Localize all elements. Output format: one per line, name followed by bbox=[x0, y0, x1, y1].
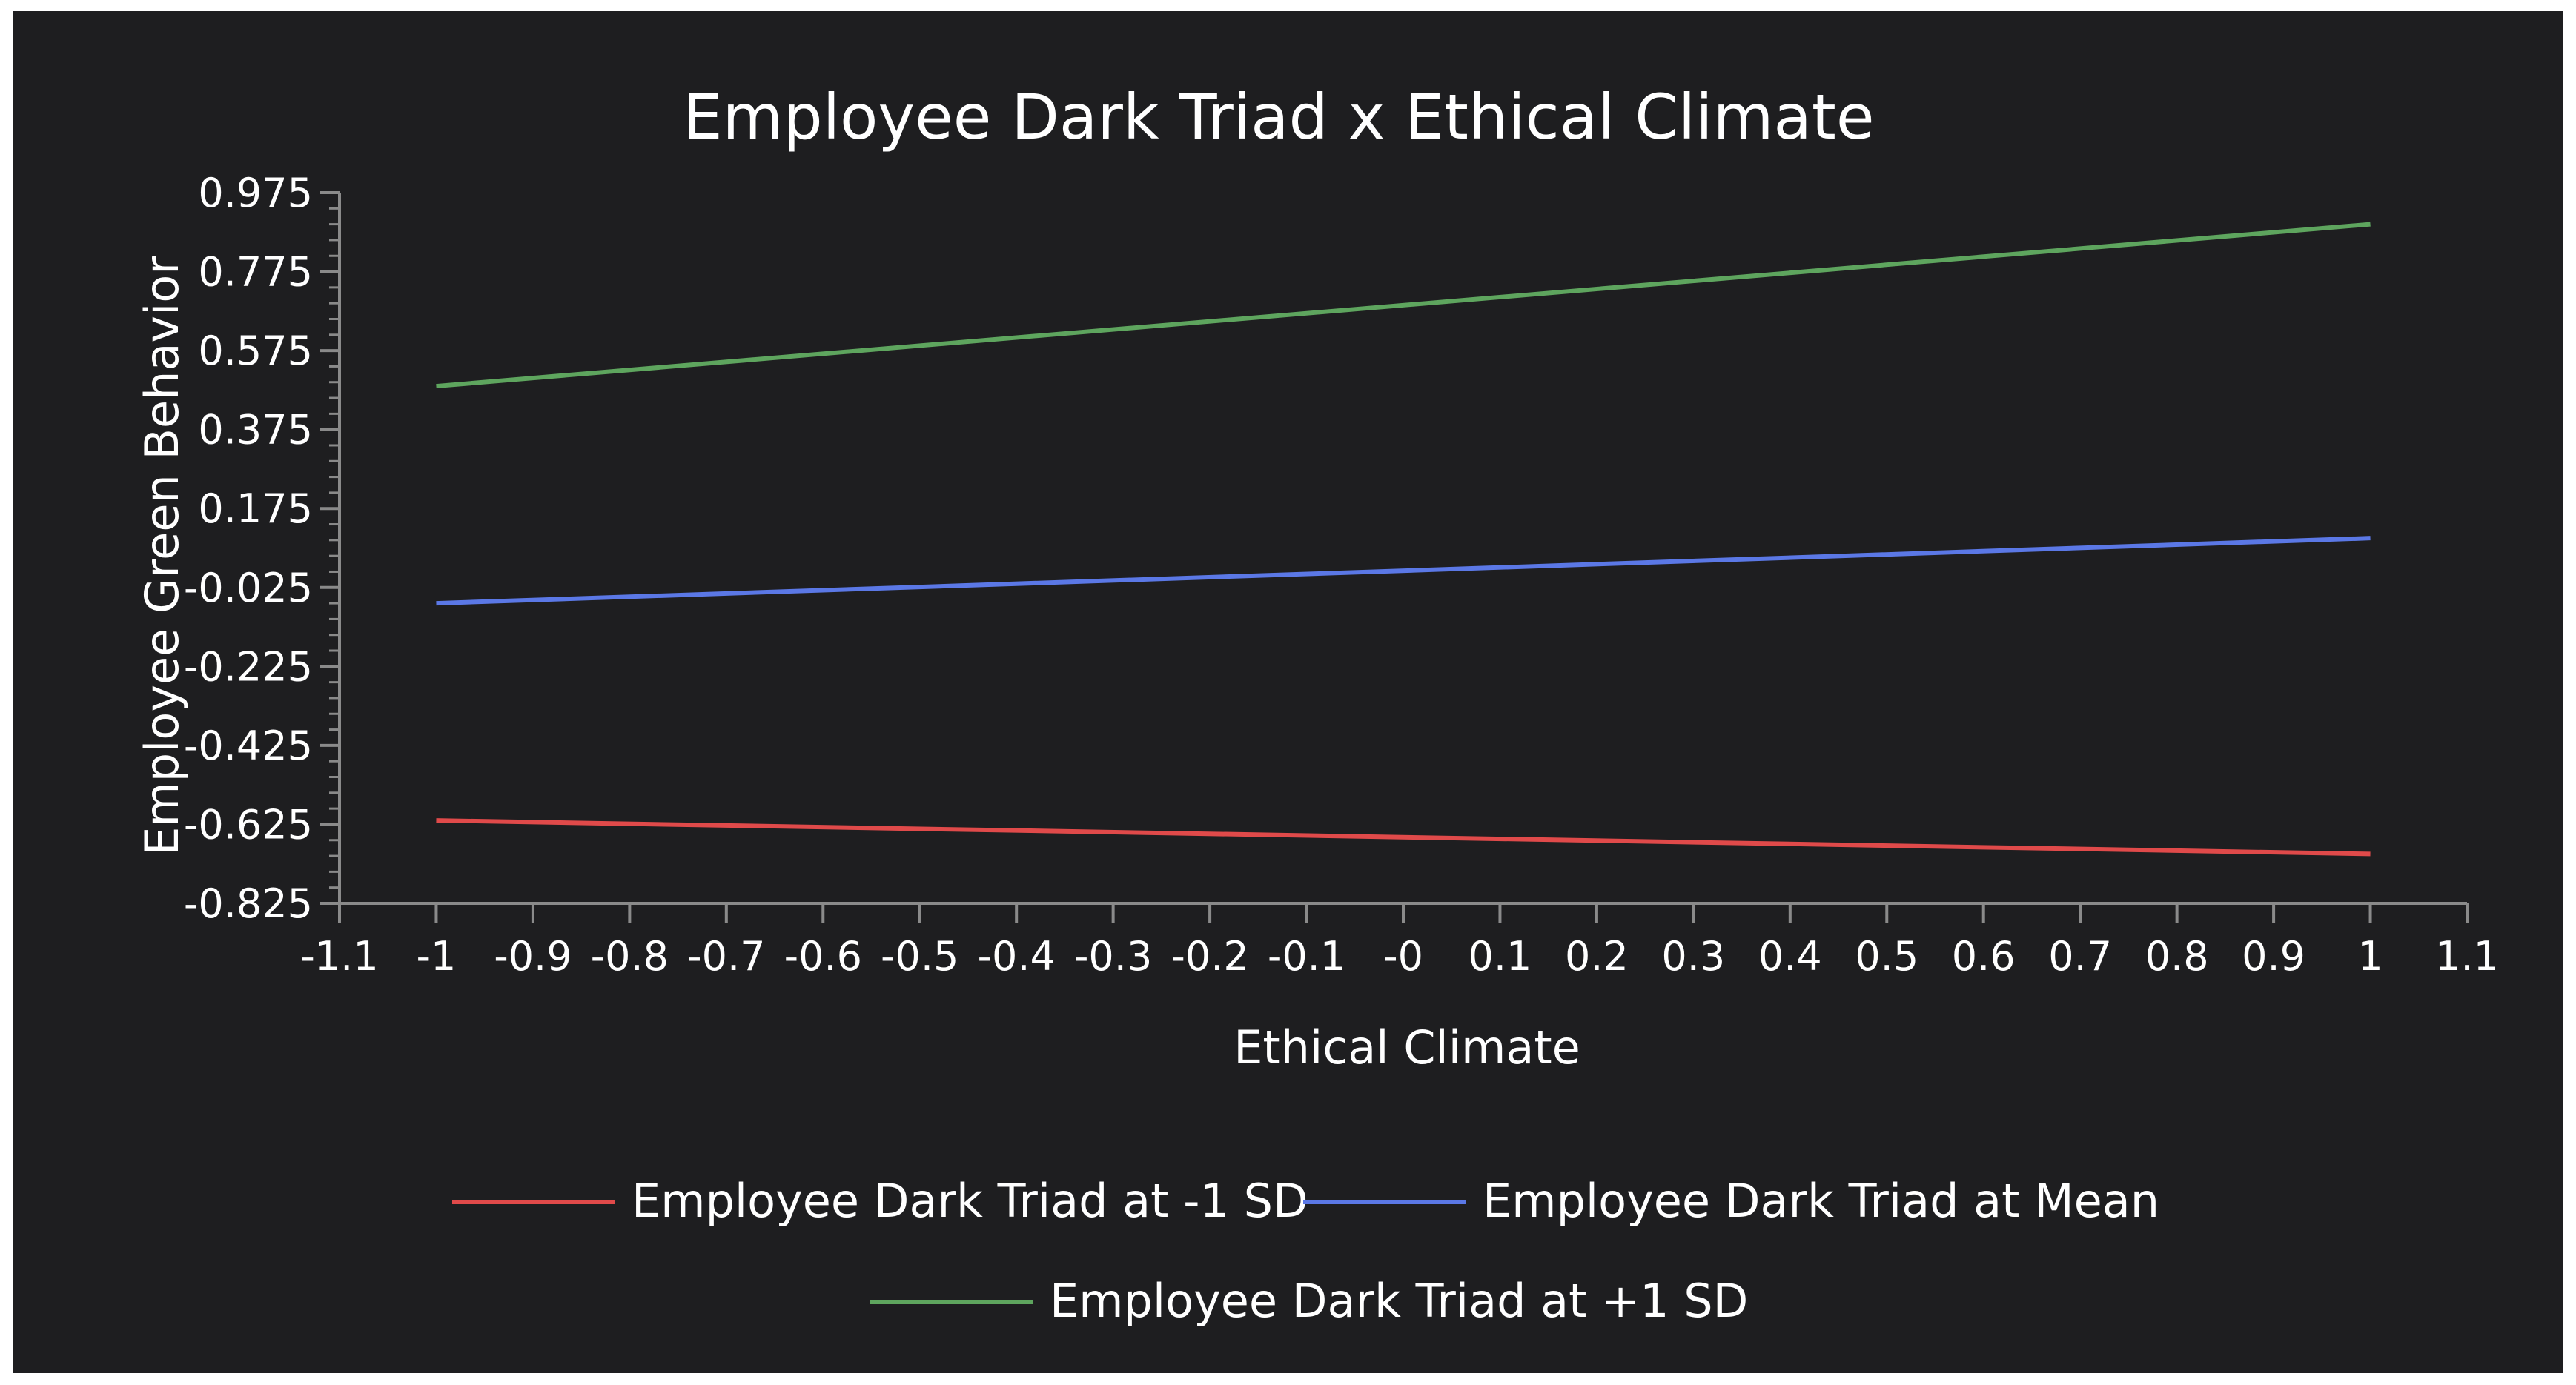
x-tick-label: -1.1 bbox=[300, 933, 378, 980]
y-tick-label: -0.825 bbox=[184, 880, 313, 927]
y-tick-label: 0.775 bbox=[198, 249, 313, 296]
chart-title: Employee Dark Triad x Ethical Climate bbox=[683, 81, 1874, 153]
x-tick-label: 0.4 bbox=[1758, 933, 1822, 980]
x-tick-label: -0.9 bbox=[494, 933, 572, 980]
x-axis-label: Ethical Climate bbox=[1234, 1020, 1580, 1075]
x-tick-label: -0.1 bbox=[1268, 933, 1345, 980]
chart-panel: Employee Dark Triad x Ethical Climate 0.… bbox=[13, 11, 2563, 1373]
legend: Employee Dark Triad at -1 SD Employee Dar… bbox=[452, 1174, 2159, 1328]
axes: 0.975 0.775 0.575 0.375 0.175 -0.025 -0.225 -0.… bbox=[184, 170, 2499, 980]
x-tick-label: 0.2 bbox=[1565, 933, 1629, 980]
legend-label-2: Employee Dark Triad at Mean bbox=[1483, 1174, 2159, 1228]
x-tick-label: -0.2 bbox=[1171, 933, 1248, 980]
y-tick-label: 0.375 bbox=[198, 407, 313, 454]
y-tick-label: -0.425 bbox=[184, 723, 313, 769]
line-chart: Employee Dark Triad x Ethical Climate 0.… bbox=[135, 81, 2499, 1328]
y-axis-label: Employee Green Behavior bbox=[135, 256, 189, 856]
x-tick-label: 0.5 bbox=[1855, 933, 1918, 980]
series-line-2 bbox=[436, 536, 2371, 606]
series-lines bbox=[436, 222, 2371, 857]
x-tick-label: -0.5 bbox=[881, 933, 958, 980]
legend-label-1: Employee Dark Triad at -1 SD bbox=[632, 1174, 1308, 1228]
y-tick-label: 0.175 bbox=[198, 485, 313, 532]
legend-label-3: Employee Dark Triad at +1 SD bbox=[1050, 1274, 1748, 1328]
y-tick-label: 0.575 bbox=[198, 328, 313, 374]
x-tick-label: 0.9 bbox=[2242, 933, 2305, 980]
x-tick-label: 0.1 bbox=[1469, 933, 1532, 980]
x-tick-label: -0.3 bbox=[1074, 933, 1152, 980]
series-line-3 bbox=[436, 222, 2371, 389]
x-tick-label: 1 bbox=[2357, 933, 2383, 980]
x-tick-label: -0 bbox=[1383, 933, 1423, 980]
y-tick-label: 0.975 bbox=[198, 170, 313, 216]
x-tick-label: 0.6 bbox=[1952, 933, 2016, 980]
x-tick-label: -0.8 bbox=[591, 933, 669, 980]
x-tick-label: -0.4 bbox=[977, 933, 1055, 980]
y-tick-label: -0.625 bbox=[184, 801, 313, 848]
y-tick-label: -0.225 bbox=[184, 643, 313, 690]
x-tick-label: 0.7 bbox=[2048, 933, 2112, 980]
x-tick-label: 0.3 bbox=[1661, 933, 1725, 980]
x-tick-label: -0.6 bbox=[784, 933, 862, 980]
x-tick-label: 1.1 bbox=[2435, 933, 2499, 980]
x-tick-label: 0.8 bbox=[2145, 933, 2209, 980]
series-line-1 bbox=[436, 818, 2371, 857]
x-tick-label: -0.7 bbox=[687, 933, 765, 980]
y-tick-label: -0.025 bbox=[184, 565, 313, 611]
x-tick-label: -1 bbox=[417, 933, 457, 980]
